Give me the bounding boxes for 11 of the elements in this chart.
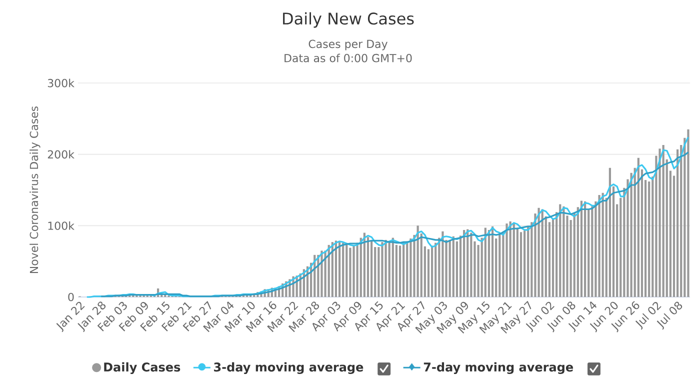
y-axis-title: Novel Coronavirus Daily Cases xyxy=(30,106,40,274)
text: Data as of 0:00 GMT+0 xyxy=(284,54,412,62)
legend-label: 7-day moving average xyxy=(424,362,574,374)
legend-label: 3-day moving average xyxy=(214,362,364,374)
y-tick-label: 300k xyxy=(48,78,74,88)
chart-subtitle: Cases per Day xyxy=(308,40,388,50)
y-tick-label: 100k xyxy=(48,221,74,230)
legend-label: Daily Cases xyxy=(104,362,180,374)
y-tick-label: 0 xyxy=(68,292,74,302)
chart-title: Daily New Cases xyxy=(283,12,414,28)
y-tick-label: 200k xyxy=(48,150,74,159)
